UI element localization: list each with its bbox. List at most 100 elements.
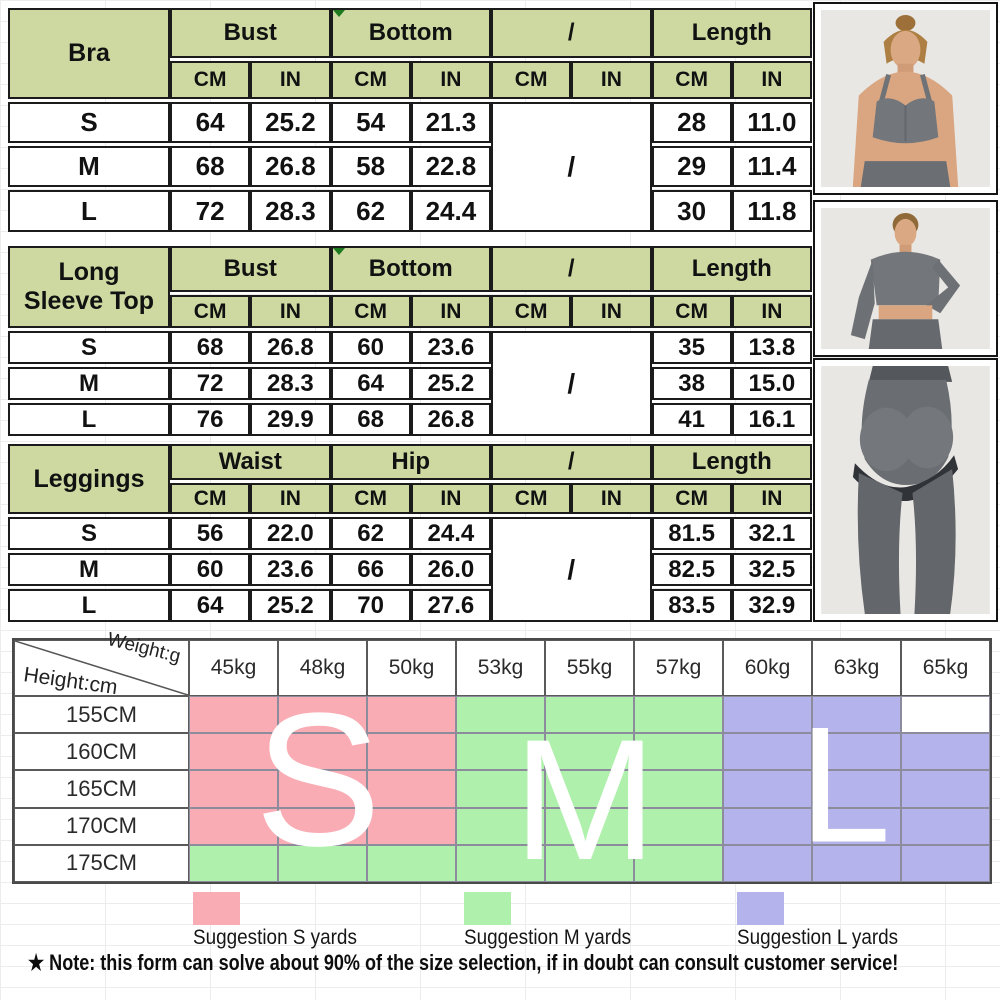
table-cell: 28.3 [250, 190, 331, 232]
unit-header-cm: CM [330, 483, 411, 514]
height-row-label: 160CM [14, 733, 189, 771]
diagonal-divider [15, 641, 188, 695]
table-cell: 64 [170, 589, 251, 622]
long-sleeve-model-illustration [821, 208, 990, 349]
zone-cell [367, 733, 456, 771]
height-weight-suggestion-grid: Weight:g Height:cm 45kg 48kg 50kg 53kg 5… [12, 629, 992, 884]
zone-cell [634, 696, 723, 734]
table-label-leggings: Leggings [8, 444, 170, 514]
unit-header-cm: CM [651, 295, 732, 328]
table-cell: 23.6 [250, 553, 331, 586]
column-header-bust: Bust [170, 8, 331, 58]
zone-cell [456, 733, 545, 771]
zone-cell [545, 770, 634, 808]
unit-header-cm: CM [170, 483, 251, 514]
table-cell: 68 [330, 403, 411, 436]
table-cell: 58 [330, 146, 411, 187]
zone-cell [367, 770, 456, 808]
column-header-bottom-label: Bottom [368, 19, 453, 46]
legend-label-l: Suggestion L yards [737, 926, 899, 949]
zone-cell [367, 696, 456, 734]
table-cell: 23.6 [410, 331, 491, 364]
table-cell: 68 [170, 146, 251, 187]
unit-header-cm: CM [170, 61, 251, 99]
table-cell: 26.0 [410, 553, 491, 586]
zone-cell [901, 807, 990, 845]
grid-corner-cell: Weight:g Height:cm [14, 629, 189, 699]
weight-header: 57kg [634, 640, 723, 696]
note-text: ★ Note: this form can solve about 90% of… [28, 950, 899, 975]
unit-header-cm: CM [491, 61, 572, 99]
zone-cell [901, 696, 990, 734]
size-row-label: L [8, 190, 170, 232]
column-header-bust: Bust [170, 246, 331, 292]
weight-header: 65kg [901, 640, 990, 696]
column-header-slash: / [491, 8, 652, 58]
table-cell: 76 [170, 403, 251, 436]
size-row-label: S [8, 331, 170, 364]
unit-header-in: IN [571, 61, 652, 99]
weight-header: 50kg [367, 640, 456, 696]
zone-cell [634, 770, 723, 808]
table-cell: 81.5 [651, 517, 732, 550]
zone-cell [189, 807, 278, 845]
table-cell: 22.8 [410, 146, 491, 187]
zone-cell [812, 696, 901, 734]
height-row-label: 165CM [14, 770, 189, 808]
table-cell: 22.0 [250, 517, 331, 550]
table-cell: 62 [330, 190, 411, 232]
zone-cell [278, 844, 367, 882]
column-header-bottom-label: Bottom [368, 255, 453, 282]
table-cell: 35 [651, 331, 732, 364]
unit-header-cm: CM [651, 61, 732, 99]
size-row-label: M [8, 367, 170, 400]
unit-header-in: IN [571, 483, 652, 514]
zone-cell [634, 807, 723, 845]
unit-header-in: IN [410, 483, 491, 514]
excel-flag-icon [332, 248, 345, 255]
zone-cell [189, 733, 278, 771]
legend-label-m: Suggestion M yards [464, 926, 632, 949]
column-header-length: Length [651, 8, 812, 58]
unit-header-in: IN [250, 295, 331, 328]
table-cell: 27.6 [410, 589, 491, 622]
unit-header-in: IN [731, 295, 812, 328]
table-cell: 56 [170, 517, 251, 550]
zone-cell [812, 770, 901, 808]
table-label-long-sleeve-top: Long Sleeve Top [8, 246, 170, 328]
size-row-label: S [8, 102, 170, 143]
table-cell: 68 [170, 331, 251, 364]
zone-cell [456, 807, 545, 845]
table-cell: 26.8 [410, 403, 491, 436]
table-cell: 30 [651, 190, 732, 232]
unit-header-in: IN [731, 61, 812, 99]
zone-cell [634, 844, 723, 882]
table-cell: 83.5 [651, 589, 732, 622]
legend-swatch-m [464, 892, 511, 925]
table-cell: 24.4 [410, 517, 491, 550]
table-cell: 38 [651, 367, 732, 400]
table-cell: 62 [330, 517, 411, 550]
table-cell: 16.1 [731, 403, 812, 436]
zone-cell [812, 733, 901, 771]
zone-cell [456, 844, 545, 882]
zone-cell [278, 770, 367, 808]
zone-cell [812, 844, 901, 882]
size-row-label: L [8, 589, 170, 622]
unit-header-cm: CM [330, 295, 411, 328]
weight-header: 48kg [278, 640, 367, 696]
table-cell: 41 [651, 403, 732, 436]
zone-cell [901, 770, 990, 808]
zone-cell [545, 807, 634, 845]
table-cell: 21.3 [410, 102, 491, 143]
weight-header: 60kg [723, 640, 812, 696]
column-header-length: Length [651, 444, 812, 480]
unit-header-in: IN [571, 295, 652, 328]
zone-cell [901, 844, 990, 882]
zone-cell [367, 807, 456, 845]
zone-cell [278, 696, 367, 734]
legend-swatch-s [193, 892, 240, 925]
zone-cell [189, 696, 278, 734]
unit-header-cm: CM [491, 483, 572, 514]
